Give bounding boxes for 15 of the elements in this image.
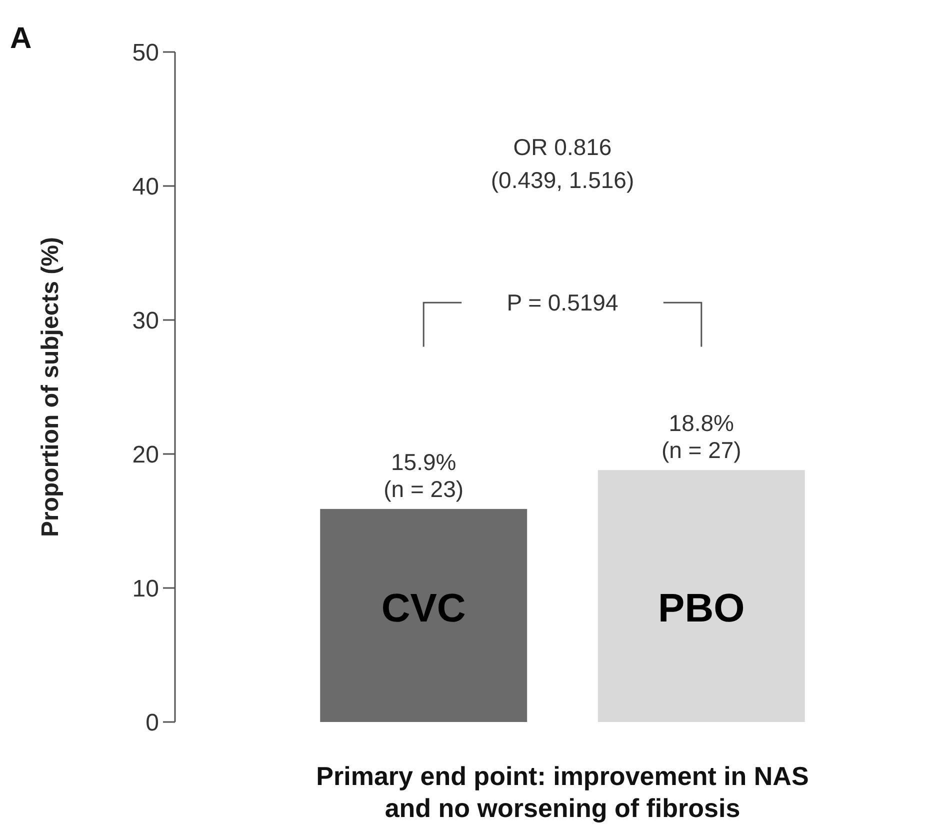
y-tick-label: 20 — [132, 441, 159, 468]
y-tick-label: 0 — [146, 709, 159, 736]
x-tick-label: CVC — [381, 586, 466, 630]
y-tick-label: 40 — [132, 173, 159, 200]
y-tick-label: 50 — [132, 39, 159, 66]
y-tick-label: 30 — [132, 307, 159, 334]
text: A — [10, 22, 32, 55]
data-label: 15.9% (n = 23) — [384, 448, 464, 502]
annotation: OR 0.816 (0.439, 1.516) — [490, 134, 634, 194]
x-axis-title: Primary end point: improvement in NAS and no worsening of fibrosis — [316, 761, 809, 823]
y-axis-title: Proportion of subjects (%) — [37, 237, 64, 537]
y-tick-label: 10 — [132, 575, 159, 602]
x-tick-label: PBO — [658, 586, 745, 630]
annotation: P = 0.5194 — [506, 290, 618, 316]
data-label: 18.8% (n = 27) — [661, 410, 742, 464]
